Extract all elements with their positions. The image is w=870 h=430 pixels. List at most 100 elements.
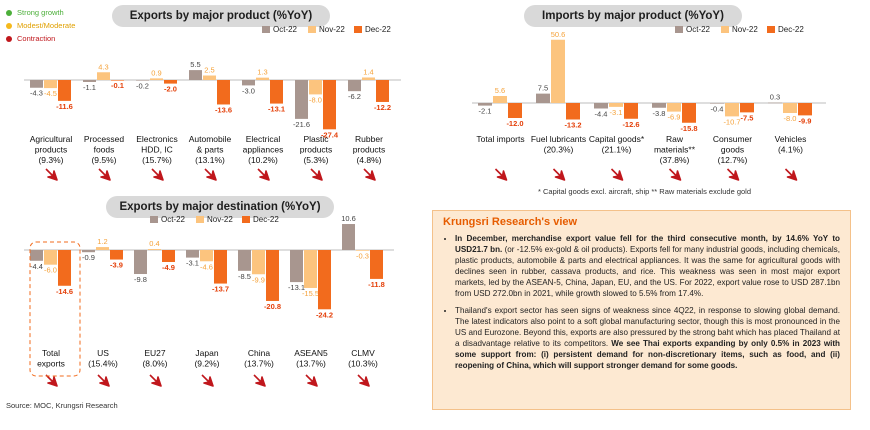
- legend-label-oct-22: Oct-22: [161, 215, 186, 224]
- data-label-consumer-goods-12-7-oct-22: -0.4: [711, 105, 724, 114]
- bar-capital-goods-21-1-dec-22: [624, 103, 638, 119]
- data-label-capital-goods-21-1-dec-22: -12.6: [622, 120, 639, 129]
- bar-vehicles-4-1-oct-22: [768, 102, 782, 104]
- legend-swatch-oct-22: [675, 26, 683, 33]
- category-label-automobile-parts-13-1: & parts: [197, 145, 224, 155]
- data-label-consumer-goods-12-7-nov-22: -10.7: [723, 117, 740, 126]
- category-label-asean5-13-7: (13.7%): [296, 359, 326, 369]
- contraction-arrow-icon: [305, 374, 318, 387]
- exports-product-chart: Oct-22 Nov-22 Dec-22 -4.3 -4.5 -11.6 Agricultu…: [24, 25, 401, 181]
- bar-eu27-8-0-dec-22: [162, 250, 175, 263]
- data-label-japan-9-2-dec-22: -13.7: [212, 285, 229, 294]
- bar-eu27-8-0-nov-22: [148, 249, 161, 250]
- category-label-total-exports: Total: [42, 348, 60, 358]
- contraction-arrow-icon: [45, 168, 58, 181]
- exports-product-title: Exports by major product (%YoY): [112, 5, 330, 27]
- research-view-point-2: Thailand's export sector has seen signs …: [455, 305, 840, 371]
- data-label-plastic-products-5-3-oct-22: -21.6: [293, 120, 310, 129]
- category-label-us-15-4: US: [97, 348, 109, 358]
- bar-total-exports-dec-22: [58, 250, 71, 286]
- data-label-fuel-lubricants-20-3-nov-22: 50.6: [551, 30, 566, 39]
- legend-label-oct-22: Oct-22: [273, 25, 298, 34]
- bar-processed-foods-9-5-nov-22: [97, 72, 110, 80]
- data-label-rubber-products-4-8-oct-22: -6.2: [348, 92, 361, 101]
- legend-swatch-oct-22: [262, 26, 270, 33]
- category-label-vehicles-4-1: (4.1%): [778, 145, 803, 155]
- legend-swatch-dec-22: [354, 26, 362, 33]
- bar-japan-9-2-nov-22: [200, 250, 213, 262]
- contraction-arrow-icon: [357, 374, 370, 387]
- data-label-eu27-8-0-oct-22: -9.8: [134, 275, 147, 284]
- legend-swatch-nov-22: [308, 26, 316, 33]
- legend-swatch-dec-22: [767, 26, 775, 33]
- category-label-eu27-8-0: (8.0%): [142, 359, 167, 369]
- legend-label-dec-22: Dec-22: [778, 25, 804, 34]
- bar-fuel-lubricants-20-3-dec-22: [566, 103, 580, 120]
- bar-electronics-hdd-ic-15-7-oct-22: [136, 80, 149, 81]
- category-label-capital-goods-21-1: (21.1%): [602, 145, 632, 155]
- bar-agricultural-products-9-3-oct-22: [30, 80, 43, 88]
- data-label-japan-9-2-nov-22: -4.6: [200, 262, 213, 271]
- bar-capital-goods-21-1-oct-22: [594, 103, 608, 109]
- category-label-processed-foods-9-5: foods: [94, 145, 115, 155]
- category-label-plastic-products-5-3: products: [300, 145, 333, 155]
- contraction-arrow-icon: [149, 374, 162, 387]
- bar-electrical-appliances-10-2-nov-22: [256, 77, 269, 80]
- bar-agricultural-products-9-3-nov-22: [44, 80, 57, 89]
- bar-automobile-parts-13-1-oct-22: [189, 70, 202, 80]
- research-view-list: In December, merchandise export value fe…: [443, 233, 840, 371]
- data-label-total-exports-dec-22: -14.6: [56, 287, 73, 296]
- category-label-asean5-13-7: ASEAN5: [294, 348, 328, 358]
- contraction-arrow-icon: [310, 168, 323, 181]
- bar-electronics-hdd-ic-15-7-dec-22: [164, 80, 177, 84]
- bar-japan-9-2-oct-22: [186, 250, 199, 258]
- imports-footnote: * Capital goods excl. aircraft, ship ** …: [538, 187, 752, 196]
- data-label-asean5-13-7-nov-22: -15.5: [302, 289, 319, 298]
- data-label-consumer-goods-12-7-dec-22: -7.5: [741, 113, 754, 122]
- contraction-arrow-icon: [253, 374, 266, 387]
- category-label-consumer-goods-12-7: (12.7%): [718, 155, 748, 165]
- category-label-automobile-parts-13-1: (13.1%): [195, 155, 225, 165]
- research-view-title: Krungsri Research's view: [443, 216, 578, 228]
- category-label-rubber-products-4-8: products: [353, 145, 386, 155]
- data-label-vehicles-4-1-dec-22: -9.9: [799, 116, 812, 125]
- data-label-plastic-products-5-3-nov-22: -8.0: [309, 95, 322, 104]
- bar-asean5-13-7-nov-22: [304, 250, 317, 288]
- exports-destination-chart: Oct-22 Nov-22 Dec-22 -4.4 -6.0 -14.6 Totalexpo…: [24, 214, 394, 387]
- bar-fuel-lubricants-20-3-nov-22: [551, 39, 565, 103]
- legend-swatch-dec-22: [242, 216, 250, 223]
- bar-total-imports-oct-22: [478, 103, 492, 106]
- contraction-arrow-icon: [784, 168, 798, 181]
- category-label-electronics-hdd-ic-15-7: (15.7%): [142, 155, 172, 165]
- data-label-processed-foods-9-5-oct-22: -1.1: [83, 83, 96, 92]
- data-label-plastic-products-5-3-dec-22: -27.4: [321, 130, 339, 139]
- data-label-vehicles-4-1-nov-22: -8.0: [784, 114, 797, 123]
- total-exports-highlight: [29, 241, 81, 377]
- category-label-rubber-products-4-8: Rubber: [355, 134, 383, 144]
- bar-asean5-13-7-dec-22: [318, 250, 331, 310]
- bar-clmv-10-3-nov-22: [356, 250, 369, 251]
- category-label-japan-9-2: (9.2%): [194, 359, 219, 369]
- imports-product-chart: Oct-22 Nov-22 Dec-22 -2.1 5.6 -12.0 Total impo…: [472, 25, 826, 181]
- category-label-total-exports: exports: [37, 359, 65, 369]
- category-label-electrical-appliances-10-2: appliances: [243, 145, 284, 155]
- bar-automobile-parts-13-1-dec-22: [217, 80, 230, 105]
- data-label-processed-foods-9-5-nov-22: 4.3: [98, 62, 108, 71]
- data-label-capital-goods-21-1-oct-22: -4.4: [595, 110, 608, 119]
- bar-electronics-hdd-ic-15-7-nov-22: [150, 78, 163, 80]
- contraction-arrow-icon: [201, 374, 214, 387]
- legend-swatch-nov-22: [196, 216, 204, 223]
- category-label-vehicles-4-1: Vehicles: [775, 134, 807, 144]
- category-label-raw-materials-37-8: materials**: [654, 145, 696, 155]
- category-label-rubber-products-4-8: (4.8%): [356, 155, 381, 165]
- category-label-electronics-hdd-ic-15-7: Electronics: [136, 134, 178, 144]
- status-legend-modest: Modest/Moderate: [6, 19, 75, 32]
- legend-label-nov-22: Nov-22: [732, 25, 758, 34]
- data-label-eu27-8-0-dec-22: -4.9: [162, 263, 175, 272]
- bar-eu27-8-0-oct-22: [134, 250, 147, 275]
- data-label-automobile-parts-13-1-oct-22: 5.5: [190, 60, 200, 69]
- bar-consumer-goods-12-7-oct-22: [710, 103, 724, 104]
- data-label-us-15-4-oct-22: -0.9: [82, 253, 95, 262]
- bar-china-13-7-nov-22: [252, 250, 265, 275]
- bar-vehicles-4-1-nov-22: [783, 103, 797, 113]
